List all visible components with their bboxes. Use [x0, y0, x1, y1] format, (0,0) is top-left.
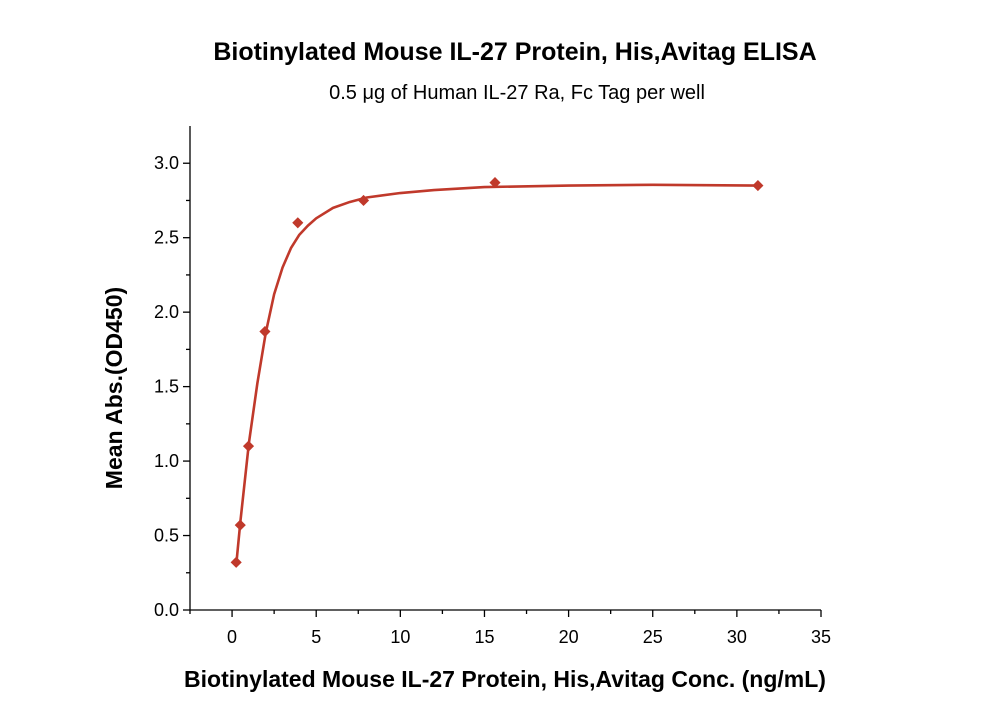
y-tick-label: 1.0: [154, 451, 179, 471]
chart-subtitle: 0.5 μg of Human IL-27 Ra, Fc Tag per wel…: [329, 82, 705, 104]
x-axis-label: Biotinylated Mouse IL-27 Protein, His,Av…: [184, 666, 826, 692]
data-point: [234, 519, 246, 531]
y-tick-label: 0.0: [154, 600, 179, 620]
y-tick-label: 2.0: [154, 302, 179, 322]
data-point: [357, 194, 370, 207]
y-tick-label: 3.0: [154, 153, 179, 173]
data-point: [489, 177, 501, 189]
x-tick-label: 5: [311, 627, 321, 647]
x-tick-label: 15: [474, 627, 494, 647]
x-tick-label: 20: [559, 627, 579, 647]
fit-curve-layer: [234, 183, 760, 567]
data-point: [752, 180, 764, 192]
x-tick-label: 30: [727, 627, 747, 647]
data-point: [292, 217, 304, 229]
fit-curve-line: [234, 183, 760, 567]
data-point: [230, 556, 242, 568]
data-points-layer: [230, 177, 764, 568]
chart-title: Biotinylated Mouse IL-27 Protein, His,Av…: [213, 38, 816, 66]
y-tick-label: 0.5: [154, 526, 179, 546]
axes: [189, 126, 821, 611]
data-point: [242, 440, 255, 452]
y-axis-label: Mean Abs.(OD450): [101, 287, 127, 489]
y-tick-label: 1.5: [154, 377, 179, 397]
y-tick-label: 2.5: [154, 228, 179, 248]
y-ticks: 0.0 0.5 1.0 1.5 2.0 2.5 3.0: [154, 153, 190, 620]
x-ticks: 0 5 10 15 20 25 30 35: [189, 610, 831, 647]
x-tick-label: 10: [390, 627, 410, 647]
x-tick-label: 0: [227, 627, 237, 647]
x-tick-label: 35: [811, 627, 831, 647]
x-tick-label: 25: [643, 627, 663, 647]
data-point: [259, 325, 271, 338]
